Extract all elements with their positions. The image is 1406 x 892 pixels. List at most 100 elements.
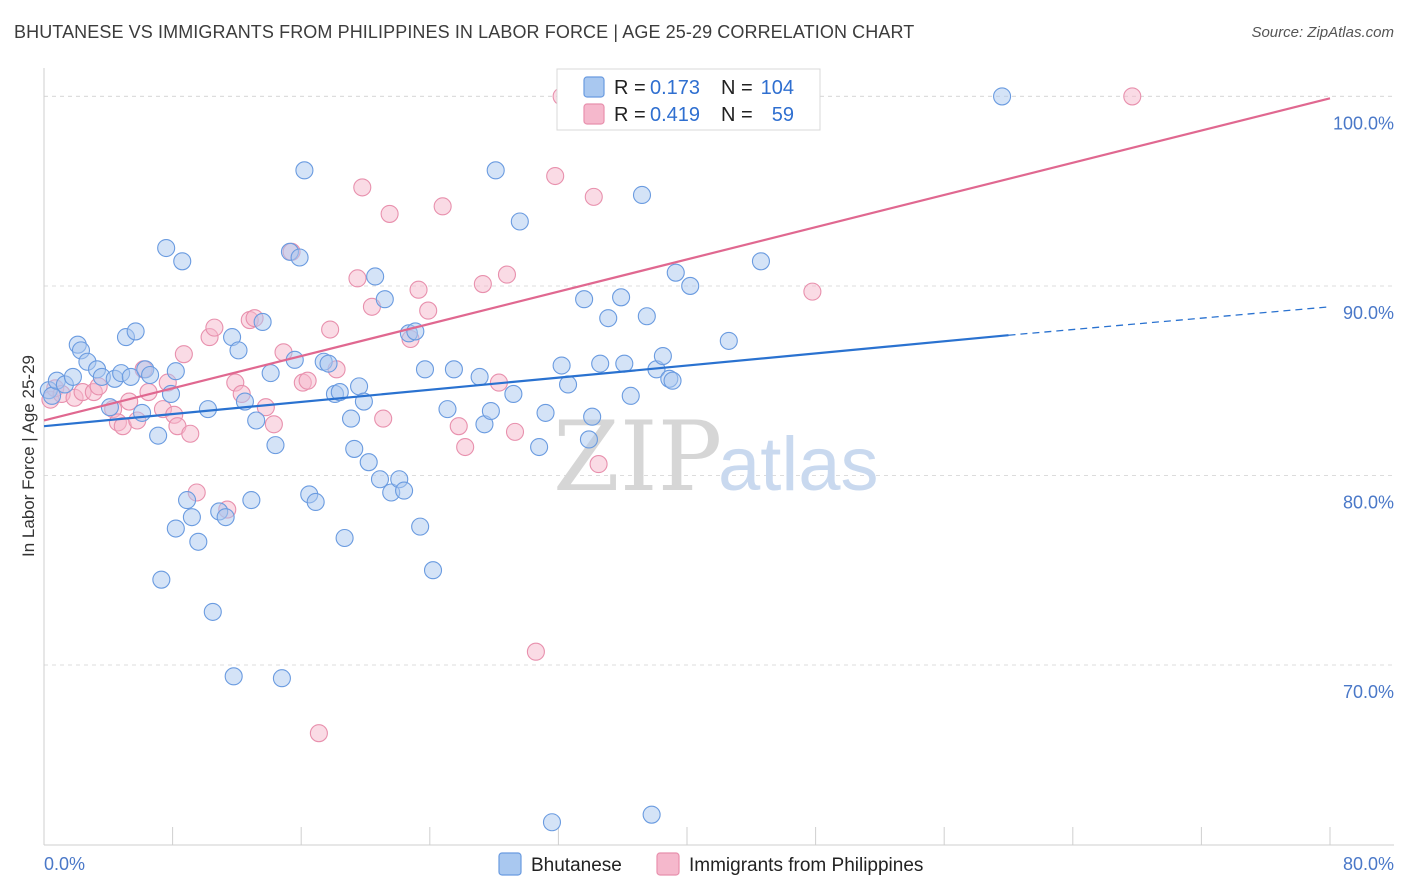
watermark: ZIP atlas: [553, 401, 879, 513]
y-tick-labels: 70.0% 80.0% 90.0% 100.0%: [1333, 113, 1394, 702]
point-bhutanese: [261, 364, 280, 383]
y-tick-label: 90.0%: [1343, 303, 1394, 323]
point-bhutanese: [542, 813, 562, 832]
point-bhutanese: [486, 161, 505, 180]
point-philippines: [419, 301, 438, 320]
watermark-zip: ZIP: [553, 401, 722, 513]
point-bhutanese: [510, 212, 529, 231]
point-philippines: [298, 371, 317, 390]
point-bhutanese: [621, 386, 640, 405]
legend-r-value-1: 0.173: [650, 77, 700, 99]
bottom-legend-label-philippines: Immigrants from Philippines: [689, 855, 923, 876]
point-bhutanese: [63, 367, 82, 386]
series-bhutanese-points: [39, 87, 1012, 832]
point-bhutanese: [632, 185, 652, 205]
point-bhutanese: [415, 360, 435, 379]
point-bhutanese: [666, 263, 685, 282]
point-bhutanese: [583, 407, 602, 426]
point-philippines: [433, 197, 452, 216]
point-bhutanese: [247, 411, 266, 430]
bottom-legend-swatch-bhutanese: [498, 852, 522, 876]
watermark-atlas: atlas: [718, 422, 879, 507]
point-bhutanese: [612, 288, 631, 307]
bottom-legend-swatch-philippines: [656, 852, 680, 876]
point-bhutanese: [203, 602, 222, 621]
point-philippines: [181, 424, 200, 443]
point-bhutanese: [395, 481, 414, 500]
point-philippines: [353, 178, 372, 197]
point-bhutanese: [653, 347, 672, 366]
point-bhutanese: [411, 517, 430, 536]
legend-r-label-2: R =: [614, 104, 646, 126]
x-tick-label-max: 80.0%: [1343, 854, 1394, 874]
bottom-legend-label-bhutanese: Bhutanese: [531, 855, 622, 876]
point-bhutanese: [615, 354, 634, 373]
point-bhutanese: [189, 532, 208, 551]
point-philippines: [256, 398, 275, 417]
point-philippines: [803, 282, 822, 301]
point-philippines: [1123, 87, 1142, 106]
point-philippines: [546, 166, 565, 186]
grid: [44, 95, 1394, 666]
point-philippines: [264, 415, 283, 434]
point-philippines: [456, 437, 475, 457]
point-bhutanese: [306, 492, 325, 512]
point-philippines: [205, 318, 224, 337]
legend-n-label-1: N =: [721, 77, 753, 99]
point-bhutanese: [182, 508, 201, 527]
point-bhutanese: [370, 470, 390, 489]
point-philippines: [449, 417, 468, 436]
trend-line-philippines: [43, 97, 1331, 422]
point-bhutanese: [993, 87, 1012, 106]
point-bhutanese: [359, 453, 378, 472]
chart-source: Source: ZipAtlas.com: [1251, 24, 1394, 41]
point-bhutanese: [751, 252, 770, 271]
point-bhutanese: [242, 491, 261, 510]
point-bhutanese: [341, 409, 361, 428]
point-bhutanese: [126, 322, 145, 341]
y-tick-label: 100.0%: [1333, 113, 1394, 133]
point-bhutanese: [350, 377, 369, 396]
axes: [43, 68, 1394, 846]
point-philippines: [309, 724, 328, 743]
point-philippines: [505, 422, 525, 441]
legend-r-value-2: 0.419: [650, 104, 700, 126]
point-bhutanese: [295, 161, 314, 180]
y-axis-label: In Labor Force | Age 25-29: [19, 355, 38, 557]
trend-lines: [43, 97, 1331, 428]
point-bhutanese: [470, 367, 489, 386]
point-philippines: [497, 265, 517, 284]
y-tick-label: 80.0%: [1343, 492, 1394, 512]
point-bhutanese: [481, 401, 500, 421]
legend-n-label-2: N =: [721, 104, 753, 126]
point-bhutanese: [637, 307, 656, 326]
point-philippines: [409, 280, 428, 299]
legend-n-value-1: 104: [761, 77, 794, 99]
point-bhutanese: [216, 508, 235, 527]
legend-r-label-1: R =: [614, 77, 646, 99]
point-bhutanese: [166, 519, 185, 538]
point-bhutanese: [579, 430, 598, 449]
point-bhutanese: [558, 375, 578, 394]
legend-box: R = 0.173 N = 104 R = 0.419 N = 59: [556, 68, 821, 131]
point-bhutanese: [133, 403, 152, 422]
point-bhutanese: [366, 267, 385, 286]
y-tick-label: 70.0%: [1343, 682, 1394, 702]
point-philippines: [348, 269, 367, 288]
point-bhutanese: [591, 354, 610, 373]
point-bhutanese: [423, 561, 443, 580]
point-philippines: [526, 642, 545, 661]
point-bhutanese: [253, 312, 272, 331]
x-minor-ticks: [43, 827, 1331, 845]
point-bhutanese: [224, 667, 243, 686]
chart-title: BHUTANESE VS IMMIGRANTS FROM PHILIPPINES…: [14, 22, 915, 42]
point-bhutanese: [173, 252, 192, 271]
point-philippines: [584, 187, 603, 206]
point-bhutanese: [599, 309, 618, 328]
point-philippines: [174, 345, 193, 364]
point-bhutanese: [290, 248, 309, 267]
point-bhutanese: [345, 439, 364, 458]
point-bhutanese: [319, 354, 338, 373]
point-philippines: [374, 409, 393, 428]
point-bhutanese: [149, 426, 168, 445]
